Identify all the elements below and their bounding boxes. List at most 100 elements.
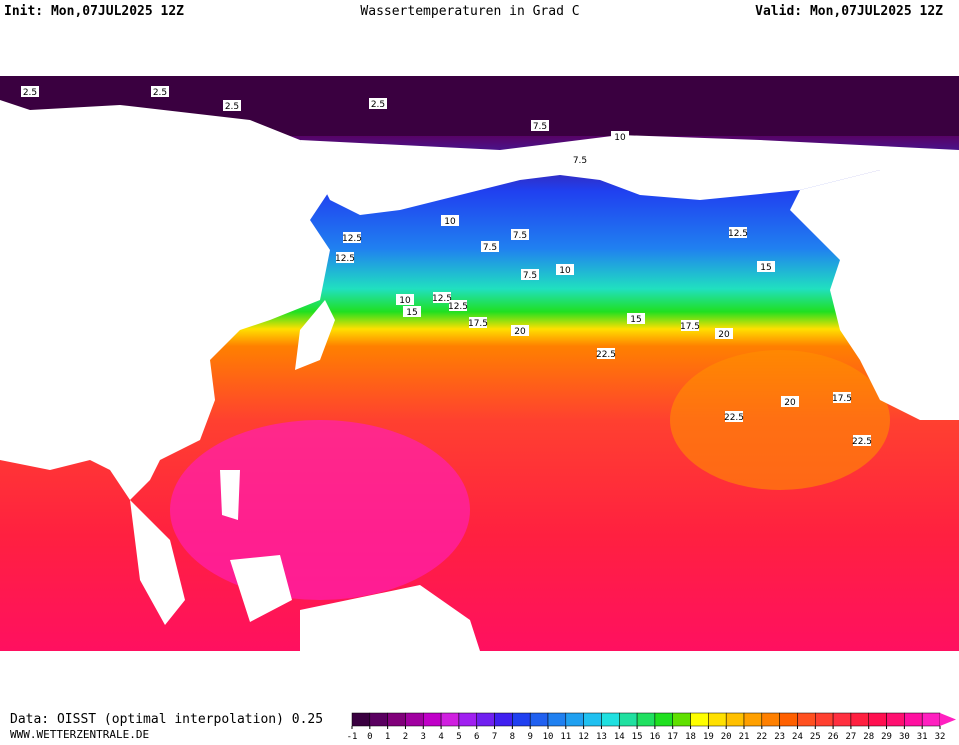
colorbar-tick-label: 9 xyxy=(527,732,532,741)
contour-label: 12.5 xyxy=(432,294,452,304)
contour-label-bg xyxy=(433,292,451,303)
contour-label: 10 xyxy=(559,266,571,276)
contour-label-bg xyxy=(729,227,747,238)
colorbar-tick-label: 25 xyxy=(810,732,821,741)
colorbar-swatch xyxy=(672,712,691,727)
contour-label-bg xyxy=(151,86,169,97)
colorbar-tick-label: 0 xyxy=(367,732,372,741)
colorbar-swatch xyxy=(351,712,371,727)
colorbar-tick-label: 27 xyxy=(845,732,856,741)
colorbar-swatch xyxy=(797,712,816,727)
colorbar-swatch xyxy=(440,712,460,727)
contour-label: 10 xyxy=(444,217,456,227)
colorbar-tick-label: 12 xyxy=(578,732,589,741)
colorbar-swatch xyxy=(725,712,745,727)
colorbar-tick-label: 24 xyxy=(792,732,803,741)
colorbar-tick-label: 13 xyxy=(596,732,607,741)
colorbar-tick-label: 1 xyxy=(385,732,390,741)
contour-label-bg xyxy=(223,100,241,111)
contour-label: 20 xyxy=(514,327,526,337)
contour-label: 15 xyxy=(406,308,417,318)
contour-label: 12.5 xyxy=(335,254,355,264)
contour-label: 12.5 xyxy=(728,229,748,239)
colorbar-tick-label: 17 xyxy=(667,732,678,741)
contour-label: 17.5 xyxy=(680,322,700,332)
contour-label-bg xyxy=(481,241,499,252)
warm-pool xyxy=(170,420,470,600)
colorbar-tick-label: 8 xyxy=(510,732,515,741)
colorbar-swatch xyxy=(779,712,798,727)
colorbar-swatch xyxy=(886,712,905,727)
colorbar-tick-label: 29 xyxy=(881,732,892,741)
contour-label-bg xyxy=(511,229,529,240)
contour-label: 10 xyxy=(614,133,626,143)
contour-label-bg xyxy=(511,325,529,336)
colorbar-swatch xyxy=(423,712,442,727)
colorbar-tick-label: 23 xyxy=(774,732,785,741)
colorbar-swatch xyxy=(761,712,780,727)
contour-label-bg xyxy=(627,313,645,324)
colorbar-tick-label: 10 xyxy=(543,732,554,741)
colorbar-tick-label: -1 xyxy=(347,732,358,741)
contour-label: 2.5 xyxy=(153,88,167,98)
colorbar-swatch xyxy=(654,712,673,727)
colorbar-tick-label: 6 xyxy=(474,732,479,741)
colorbar: -1 0 1 2 3 4 5 6 7 8 9 10 11 12 13 14 15 16 17 18 19 20 21 22 23… xyxy=(347,712,956,742)
contour-label-bg xyxy=(571,154,589,165)
colorbar-swatch xyxy=(458,712,477,727)
colorbar-arrow xyxy=(940,713,956,726)
contour-label: 22.5 xyxy=(724,413,744,423)
colorbar-tick-label: 19 xyxy=(703,732,714,741)
contour-label: 2.5 xyxy=(225,102,239,112)
colorbar-tick-label: 20 xyxy=(721,732,732,741)
site-url: WWW.WETTERZENTRALE.DE xyxy=(10,728,149,741)
map xyxy=(0,76,959,651)
colorbar-swatch xyxy=(601,712,620,727)
colorbar-swatch xyxy=(904,712,923,727)
contour-label: 7.5 xyxy=(523,271,537,281)
colorbar-swatch xyxy=(405,712,424,727)
contour-label: 7.5 xyxy=(483,243,497,253)
colorbar-swatch xyxy=(476,712,495,727)
contour-label: 7.5 xyxy=(573,156,587,166)
contour-label: 15 xyxy=(760,263,771,273)
contour-label-bg xyxy=(781,396,799,407)
colorbar-swatch xyxy=(619,712,638,727)
colorbar-tick-label: 30 xyxy=(899,732,910,741)
colorbar-swatch xyxy=(708,712,727,727)
contour-label: 20 xyxy=(784,398,796,408)
colorbar-tick-label: 15 xyxy=(632,732,643,741)
colorbar-swatch xyxy=(743,712,763,727)
colorbar-tick-label: 31 xyxy=(917,732,928,741)
colorbar-tick-label: 7 xyxy=(492,732,497,741)
colorbar-tick-label: 22 xyxy=(756,732,767,741)
colorbar-tick-label: 26 xyxy=(828,732,839,741)
contour-label: 15 xyxy=(630,315,641,325)
contour-label-bg xyxy=(597,348,615,359)
contour-label-bg xyxy=(531,120,549,131)
contour-label-bg xyxy=(403,306,421,317)
colorbar-tick-label: 28 xyxy=(863,732,874,741)
contour-label: 2.5 xyxy=(371,100,385,110)
contour-label: 12.5 xyxy=(448,302,468,312)
contour-label-bg xyxy=(757,261,775,272)
contour-label-bg xyxy=(469,317,487,328)
contour-label-bg xyxy=(449,300,467,311)
contour-label-bg xyxy=(21,86,39,97)
colorbar-tick-label: 11 xyxy=(560,732,571,741)
contour-label: 17.5 xyxy=(832,394,852,404)
contour-label-bg xyxy=(396,294,414,305)
colorbar-tick-label: 4 xyxy=(438,732,443,741)
colorbar-swatch xyxy=(529,712,549,727)
colorbar-tick-label: 16 xyxy=(649,732,660,741)
southeast-asia xyxy=(130,470,480,651)
contour-label: 7.5 xyxy=(513,231,527,241)
contour-label-bg xyxy=(336,252,354,263)
valid-label: Valid: Mon,07JUL2025 12Z xyxy=(755,4,943,19)
contour-label-bg xyxy=(611,131,629,142)
siberia xyxy=(300,135,959,215)
contour-label: 22.5 xyxy=(596,350,616,360)
colorbar-swatch xyxy=(921,712,941,727)
colorbar-tick-label: 32 xyxy=(935,732,946,741)
contour-label: 17.5 xyxy=(468,319,488,329)
